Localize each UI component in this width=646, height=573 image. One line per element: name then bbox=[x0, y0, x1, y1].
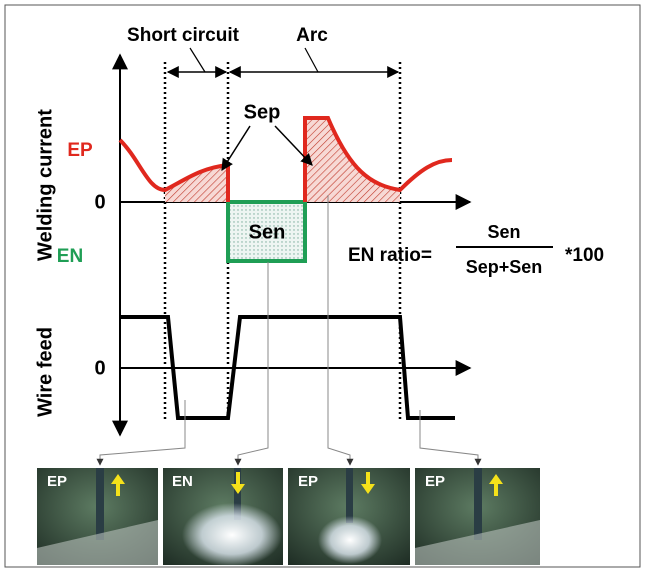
photo: EN bbox=[163, 468, 283, 567]
sep-label: Sep bbox=[244, 101, 281, 123]
current-waveform bbox=[120, 118, 452, 202]
connector bbox=[238, 262, 268, 465]
sep-pointer bbox=[222, 126, 250, 170]
photo-label: EP bbox=[298, 473, 318, 490]
photo: EP bbox=[288, 468, 410, 565]
arc-glow bbox=[182, 503, 282, 567]
leader bbox=[190, 48, 205, 72]
diagram: Short circuit Arc Welding current Wire f… bbox=[0, 0, 646, 573]
photo-label: EN bbox=[172, 473, 193, 490]
zero-label: 0 bbox=[94, 357, 105, 379]
formula-denominator: Sep+Sen bbox=[466, 257, 543, 277]
wire bbox=[474, 468, 482, 540]
photo-label: EP bbox=[425, 473, 445, 490]
formula-numerator: Sen bbox=[487, 222, 520, 242]
formula-lhs: EN ratio= bbox=[348, 245, 432, 266]
zero-label: 0 bbox=[94, 191, 105, 213]
wire bbox=[346, 468, 353, 523]
en-label: EN bbox=[57, 246, 83, 267]
photo: EP bbox=[415, 468, 540, 565]
photo: EP bbox=[37, 468, 158, 565]
short-circuit-label: Short circuit bbox=[127, 25, 240, 46]
ep-label: EP bbox=[67, 140, 93, 161]
connector bbox=[328, 195, 350, 465]
wire bbox=[96, 468, 104, 540]
page: {"labels": {"short_circuit": "Short circ… bbox=[0, 0, 646, 573]
leader bbox=[305, 48, 318, 72]
arc-glow bbox=[318, 516, 382, 564]
wire-feed-label: Wire feed bbox=[34, 327, 56, 417]
sen-label: Sen bbox=[249, 221, 286, 243]
formula-multiplier: *100 bbox=[565, 245, 604, 266]
arc-label: Arc bbox=[296, 25, 328, 46]
welding-current-label: Welding current bbox=[34, 109, 56, 261]
connector bbox=[100, 400, 185, 465]
photo-label: EP bbox=[47, 473, 67, 490]
